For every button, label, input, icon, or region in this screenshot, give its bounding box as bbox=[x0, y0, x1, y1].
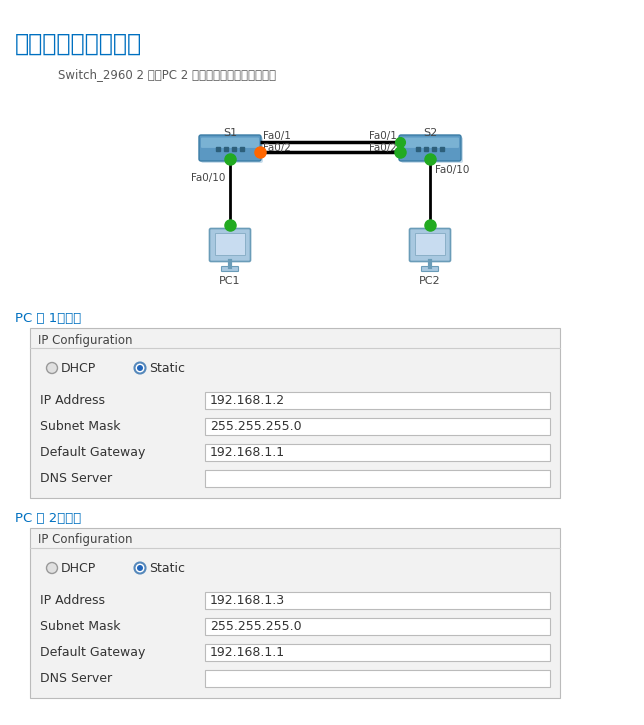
FancyBboxPatch shape bbox=[205, 392, 550, 409]
Text: Fa0/10: Fa0/10 bbox=[435, 165, 469, 175]
Text: Fa0/10: Fa0/10 bbox=[191, 173, 225, 183]
Text: 255.255.255.0: 255.255.255.0 bbox=[210, 420, 301, 433]
FancyBboxPatch shape bbox=[209, 228, 251, 262]
Text: Default Gateway: Default Gateway bbox=[40, 646, 146, 659]
FancyBboxPatch shape bbox=[201, 137, 263, 163]
Text: IP Configuration: IP Configuration bbox=[38, 534, 133, 547]
Text: S2: S2 bbox=[423, 128, 437, 138]
FancyBboxPatch shape bbox=[205, 592, 550, 609]
Text: DNS Server: DNS Server bbox=[40, 672, 112, 685]
FancyBboxPatch shape bbox=[215, 233, 245, 255]
Text: DNS Server: DNS Server bbox=[40, 472, 112, 485]
Text: Subnet Mask: Subnet Mask bbox=[40, 620, 120, 633]
FancyBboxPatch shape bbox=[415, 233, 445, 255]
FancyBboxPatch shape bbox=[30, 528, 560, 698]
Text: Subnet Mask: Subnet Mask bbox=[40, 420, 120, 433]
Text: 192.168.1.3: 192.168.1.3 bbox=[210, 594, 285, 607]
FancyBboxPatch shape bbox=[205, 670, 550, 687]
Text: Static: Static bbox=[149, 561, 185, 574]
Text: 192.168.1.2: 192.168.1.2 bbox=[210, 394, 285, 407]
Circle shape bbox=[137, 565, 143, 571]
FancyBboxPatch shape bbox=[205, 644, 550, 661]
Circle shape bbox=[46, 563, 57, 573]
Text: Default Gateway: Default Gateway bbox=[40, 446, 146, 459]
FancyBboxPatch shape bbox=[399, 135, 461, 161]
Text: PC 机 1配置：: PC 机 1配置： bbox=[15, 312, 81, 325]
Text: Fa0/2: Fa0/2 bbox=[263, 143, 291, 153]
FancyBboxPatch shape bbox=[201, 138, 259, 148]
Text: S1: S1 bbox=[223, 128, 237, 138]
Circle shape bbox=[137, 365, 143, 371]
Text: PC 机 2配置：: PC 机 2配置： bbox=[15, 512, 81, 525]
Text: DHCP: DHCP bbox=[61, 362, 96, 375]
Text: PC2: PC2 bbox=[419, 276, 440, 286]
Text: IP Address: IP Address bbox=[40, 594, 105, 607]
FancyBboxPatch shape bbox=[205, 470, 550, 487]
Text: DHCP: DHCP bbox=[61, 561, 96, 574]
Text: Fa0/1: Fa0/1 bbox=[369, 131, 397, 141]
Text: Fa0/1: Fa0/1 bbox=[263, 131, 291, 141]
FancyBboxPatch shape bbox=[205, 418, 550, 435]
Circle shape bbox=[46, 362, 57, 373]
Text: IP Configuration: IP Configuration bbox=[38, 334, 133, 347]
FancyBboxPatch shape bbox=[422, 267, 439, 271]
FancyBboxPatch shape bbox=[205, 618, 550, 635]
Circle shape bbox=[135, 563, 146, 573]
Text: 192.168.1.1: 192.168.1.1 bbox=[210, 446, 285, 459]
Text: 255.255.255.0: 255.255.255.0 bbox=[210, 620, 301, 633]
FancyBboxPatch shape bbox=[410, 228, 451, 262]
Text: 实验设备及拓扑图：: 实验设备及拓扑图： bbox=[15, 32, 142, 56]
Text: Fa0/2: Fa0/2 bbox=[369, 143, 397, 153]
Text: PC1: PC1 bbox=[219, 276, 241, 286]
FancyBboxPatch shape bbox=[199, 135, 261, 161]
FancyBboxPatch shape bbox=[205, 444, 550, 461]
Circle shape bbox=[135, 362, 146, 373]
Text: Static: Static bbox=[149, 362, 185, 375]
Text: Switch_2960 2 台；PC 2 台；直连线（各设备互联）: Switch_2960 2 台；PC 2 台；直连线（各设备互联） bbox=[58, 68, 276, 81]
FancyBboxPatch shape bbox=[30, 328, 560, 498]
Text: IP Address: IP Address bbox=[40, 394, 105, 407]
FancyBboxPatch shape bbox=[401, 138, 459, 148]
Text: 192.168.1.1: 192.168.1.1 bbox=[210, 646, 285, 659]
FancyBboxPatch shape bbox=[222, 267, 238, 271]
FancyBboxPatch shape bbox=[401, 137, 463, 163]
